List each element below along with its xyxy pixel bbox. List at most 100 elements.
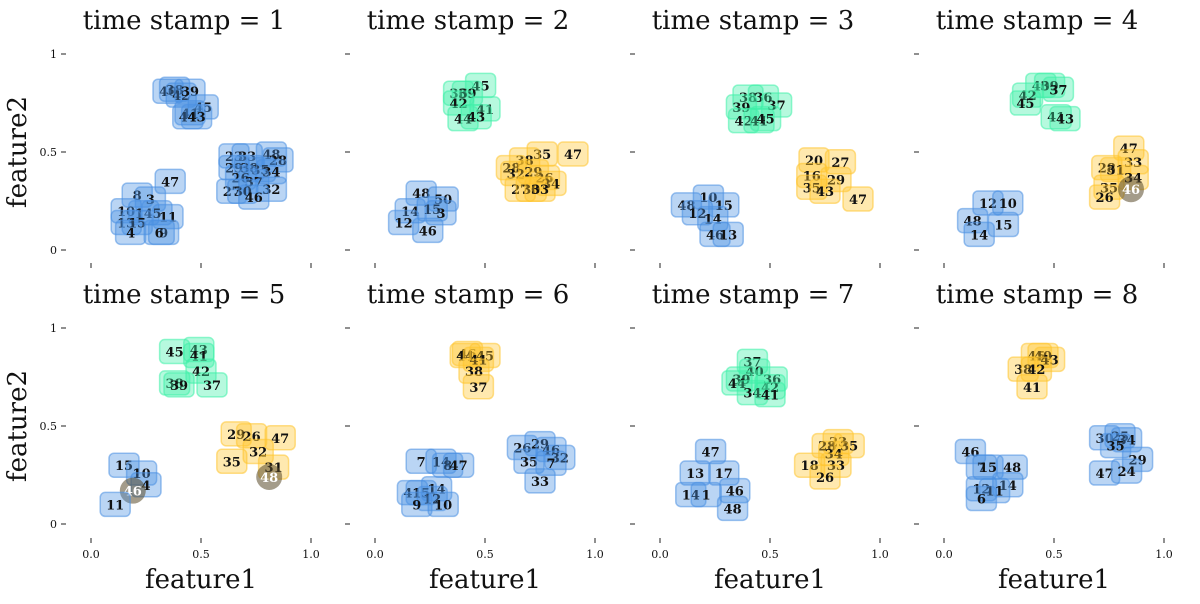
point-box-blue — [405, 448, 437, 475]
point-box-yellow — [462, 374, 495, 400]
point-label: 34 — [825, 447, 843, 462]
point-label: 13 — [719, 228, 737, 243]
point-box-blue — [1110, 458, 1143, 484]
point-box-green — [1011, 82, 1044, 108]
point-label: 26 — [243, 430, 261, 445]
point-label: 28 — [269, 154, 287, 169]
point-label: 11 — [986, 485, 1004, 500]
panel-title: time stamp = 6 — [367, 280, 570, 310]
point-box-blue — [143, 219, 175, 246]
point-box-green — [1009, 90, 1042, 116]
point-label: 38 — [166, 377, 184, 392]
point-label: 9 — [412, 498, 421, 513]
point-box-blue — [180, 103, 213, 130]
point-box-blue — [690, 481, 722, 508]
point-label: 35 — [1107, 440, 1125, 455]
point-box-yellow — [1088, 184, 1121, 210]
point-box-yellow — [842, 186, 874, 212]
point-label: 7 — [977, 461, 986, 476]
point-box-yellow — [1016, 374, 1048, 400]
point-label: 3 — [436, 207, 445, 222]
point-box-blue — [965, 485, 998, 512]
panel-title: time stamp = 3 — [652, 6, 855, 36]
point-label: 46 — [706, 228, 724, 243]
x-axis-label: feature1 — [429, 565, 541, 595]
x-tick-label: 0.0 — [82, 548, 100, 561]
point-label: 28 — [502, 162, 520, 177]
point-label: 33 — [531, 475, 549, 490]
panel-4: time stamp = 440393742454143473328313435… — [914, 6, 1165, 268]
point-box-blue — [99, 491, 131, 518]
point-box-yellow — [1117, 149, 1149, 175]
x-tick-label: 0.0 — [651, 548, 669, 561]
point-label: 46 — [245, 191, 263, 206]
point-box-green — [442, 90, 475, 116]
point-box-blue — [506, 434, 539, 461]
x-tick-label: 0.5 — [476, 548, 494, 561]
point-label: 45 — [1016, 97, 1034, 112]
point-label: 47 — [849, 193, 867, 208]
point-label: 4 — [141, 479, 150, 494]
point-label: 7 — [417, 455, 426, 470]
point-box-yellow — [524, 176, 556, 202]
x-axis-label: feature1 — [998, 565, 1110, 595]
point-label: 6 — [977, 493, 986, 508]
point-box-blue — [716, 495, 749, 522]
point-box-blue — [427, 491, 459, 518]
point-label: 37 — [1049, 83, 1067, 98]
y-axis-label: feature2 — [3, 96, 33, 208]
point-label: 45 — [166, 346, 184, 361]
point-label: 36 — [754, 91, 772, 106]
point-box-blue — [174, 78, 206, 104]
point-label: 4 — [126, 226, 135, 241]
point-label: 41 — [190, 349, 208, 364]
point-label: 8 — [443, 459, 452, 474]
point-label: 12 — [395, 217, 413, 232]
point-box-blue — [963, 221, 995, 248]
point-label: 44 — [179, 111, 197, 126]
point-label: 41 — [1047, 111, 1065, 126]
point-box-blue — [524, 468, 556, 494]
point-box-yellow — [557, 141, 589, 167]
point-box-yellow — [1091, 154, 1123, 181]
point-label: 34 — [743, 387, 761, 402]
highlight-point-marker — [256, 463, 283, 490]
point-label: 6 — [155, 226, 164, 241]
point-label: 14 — [999, 479, 1017, 494]
point-label: 26 — [1096, 191, 1114, 206]
point-label: 39 — [1041, 79, 1059, 94]
point-label: 48 — [724, 502, 742, 517]
point-label: 5 — [152, 207, 161, 222]
point-box-green — [749, 105, 782, 132]
point-label: 15 — [994, 219, 1012, 234]
point-box-green — [460, 103, 492, 130]
point-label: 10 — [999, 197, 1017, 212]
point-label: 1 — [702, 489, 711, 504]
point-label: 15 — [979, 461, 997, 476]
point-label: 38 — [465, 365, 483, 380]
point-label: 41 — [469, 353, 487, 368]
point-label: 8 — [133, 189, 142, 204]
point-label: 45 — [472, 79, 490, 94]
point-label: 26 — [816, 471, 834, 486]
point-label: 35 — [520, 455, 538, 470]
point-box-blue — [712, 221, 744, 248]
point-box-blue — [387, 209, 420, 236]
point-label: 14 — [432, 455, 450, 470]
point-box-green — [196, 372, 228, 398]
point-box-green — [736, 379, 769, 406]
point-label: 32 — [551, 451, 569, 466]
x-tick-label: 1.0 — [871, 548, 889, 561]
point-box-yellow — [796, 174, 828, 201]
point-box-blue — [427, 186, 459, 212]
point-label: 46 — [1122, 183, 1140, 198]
panel-5: time stamp = 500.510.0 0.5 1.045 4341423839… — [3, 280, 320, 595]
point-label: 47 — [564, 148, 582, 163]
x-tick-label: 0.5 — [1045, 548, 1063, 561]
point-box-green — [183, 342, 215, 369]
point-label: 47 — [271, 432, 289, 447]
point-box-blue — [679, 460, 711, 486]
point-label: 16 — [803, 170, 821, 185]
